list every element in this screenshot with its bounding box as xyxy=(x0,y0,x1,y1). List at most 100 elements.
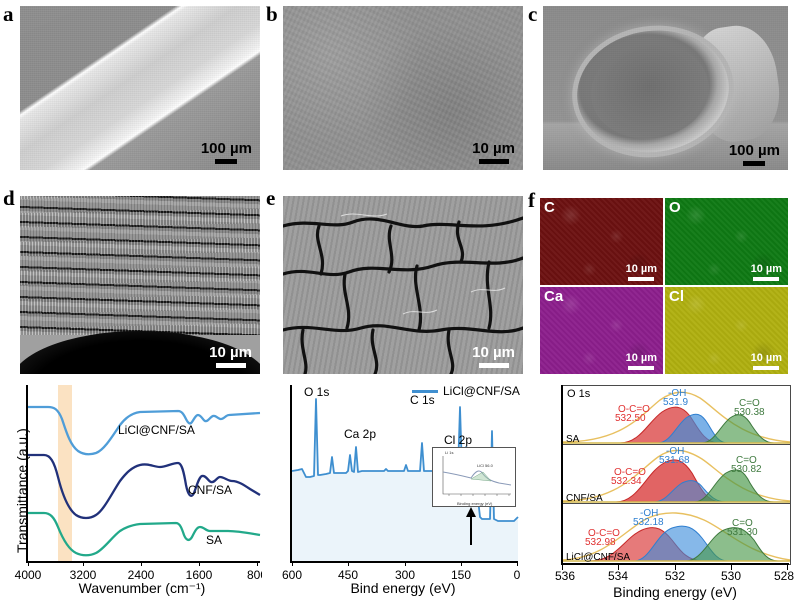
panel-g-xtick: 2400 xyxy=(127,568,155,582)
layered-cross-section xyxy=(20,196,260,374)
scalebar-eds-Cl-text: 10 µm xyxy=(750,352,782,364)
scalebar-e-text: 10 µm xyxy=(472,344,515,361)
eds-element-label: Ca xyxy=(544,288,564,305)
scalebar-a: 100 µm xyxy=(201,140,252,164)
panel-f-eds-maps: C 10 µm O 10 µm Ca 10 µm Cl xyxy=(540,198,788,374)
scalebar-d-line xyxy=(215,363,246,368)
panel-i-xtick: 536 xyxy=(554,569,576,583)
panel-i-sa-curves xyxy=(562,391,790,444)
map-texture xyxy=(540,287,663,374)
scalebar-eds-C-line xyxy=(628,277,655,281)
panel-label-f: f xyxy=(528,188,535,212)
panel-g-x-axis-title: Wavenumber (cm⁻¹) xyxy=(78,580,206,596)
scalebar-eds-Ca: 10 µm xyxy=(626,352,657,370)
panel-i-xtick: 532 xyxy=(664,569,686,583)
panel-i-liclcnfsa-label-oh: -OH xyxy=(640,508,659,519)
panel-g-axes: 4000 3200 2400 1600 800 LiCl@CNF/SA CNF/… xyxy=(15,385,267,582)
panel-g-series-label-cnf: CNF/SA xyxy=(188,483,233,497)
scalebar-eds-Ca-line xyxy=(628,366,655,370)
panel-b-sem-image: 10 µm xyxy=(283,6,523,170)
panel-g-xtick: 4000 xyxy=(14,568,42,582)
panel-i-cnfsa-label-co: C=O xyxy=(736,455,757,466)
panel-i-x-axis-line xyxy=(561,563,789,565)
panel-i-sample-label-sa: SA xyxy=(566,434,580,445)
panel-g-series-label-sa: SA xyxy=(206,533,223,547)
panel-h-legend: LiCl@CNF/SA xyxy=(412,384,520,398)
panel-e-sem-image: 10 µm xyxy=(283,196,523,374)
panel-h-xtick: 300 xyxy=(394,568,416,582)
panel-label-e: e xyxy=(266,186,276,210)
panel-h-xtick: 600 xyxy=(281,568,303,582)
panel-g-highlight-band xyxy=(58,385,72,561)
scalebar-a-line xyxy=(215,159,238,164)
inset-x-axis-title: Binding energy (eV) xyxy=(457,501,493,506)
panel-i-o1s-chart: Intensity (a.u.) O 1s O-C=O 532.50 -OH 5… xyxy=(525,381,794,603)
tube-cross-section xyxy=(543,6,788,170)
inset-pointer-arrow xyxy=(466,507,476,545)
scalebar-c-line xyxy=(743,161,766,166)
panel-i-liclcnfsa-curves xyxy=(562,512,790,562)
panel-label-a: a xyxy=(3,2,14,26)
panel-i-sa-label-co: C=O xyxy=(739,398,760,409)
scalebar-eds-O: 10 µm xyxy=(751,263,782,281)
panel-i-cnfsa-curves xyxy=(562,449,790,503)
panel-i-cnfsa-value-co: 530.82 xyxy=(731,464,762,475)
panel-i-subplot-liclcnfsa: O-C=O 532.98 -OH 532.18 C=O 531.30 LiCl@… xyxy=(561,503,791,565)
eds-map-C: C 10 µm xyxy=(540,198,663,285)
scalebar-eds-Cl-line xyxy=(753,366,780,370)
panel-i-sample-label-liclcnfsa: LiCl@CNF/SA xyxy=(566,552,631,563)
panel-i-liclcnfsa-value-oh: 532.18 xyxy=(633,517,664,528)
map-texture xyxy=(540,198,663,285)
map-texture xyxy=(665,198,788,285)
crack-network xyxy=(283,213,523,374)
panel-h-spectrum xyxy=(291,398,519,561)
inset-peak-label: LiCl 56.0 xyxy=(477,463,493,468)
panel-i-cnfsa-label-oh: -OH xyxy=(666,446,685,457)
inset-title: Li 1s xyxy=(445,450,454,455)
panel-i-sa-label-occo: O-C=O xyxy=(618,404,650,415)
scalebar-e-line xyxy=(478,363,509,368)
scalebar-d-text: 10 µm xyxy=(209,344,252,361)
cracked-surface xyxy=(283,196,523,374)
panel-h-xps-survey-chart: Intensity (a.u.) 600 450 300 150 0 O 1s … xyxy=(262,381,555,603)
scalebar-eds-O-text: 10 µm xyxy=(750,263,782,275)
noise-overlay xyxy=(20,6,260,170)
inset-curve xyxy=(442,456,512,496)
panel-a-sem-image: 100 µm xyxy=(20,6,260,170)
panel-i-subplot-cnfsa: O-C=O 532.34 -OH 531.68 C=O 530.82 CNF/S… xyxy=(561,444,791,506)
panel-h-peak-label-cl2p: Cl 2p xyxy=(444,433,473,447)
legend-label: LiCl@CNF/SA xyxy=(443,384,520,398)
panel-g-xtick: 3200 xyxy=(69,568,97,582)
panel-label-c: c xyxy=(528,2,538,26)
scalebar-b-line xyxy=(478,159,509,164)
scalebar-eds-C-text: 10 µm xyxy=(625,263,657,275)
panel-i-cnfsa-label-occo: O-C=O xyxy=(614,467,646,478)
panel-h-peak-label-c1s: C 1s xyxy=(410,393,435,407)
panel-h-inset-li1s: Li 1s LiCl 56.0 Binding energy (eV) xyxy=(432,447,516,507)
panel-c-sem-image: 100 µm xyxy=(543,6,788,170)
panel-i-liclcnfsa-value-occo: 532.98 xyxy=(585,537,616,548)
panel-h-xtick: 150 xyxy=(450,568,472,582)
panel-i-sa-label-oh: -OH xyxy=(668,388,687,399)
scalebar-eds-O-line xyxy=(753,277,780,281)
panel-label-b: b xyxy=(266,2,278,26)
scalebar-b: 10 µm xyxy=(472,140,515,164)
legend-line-swatch xyxy=(412,389,438,393)
scalebar-eds-Cl: 10 µm xyxy=(751,352,782,370)
panel-h-x-axis-title: Bind energy (eV) xyxy=(350,580,456,596)
panel-h-peak-label-ca2p: Ca 2p xyxy=(344,427,377,441)
panel-i-liclcnfsa-value-co: 531.30 xyxy=(727,527,758,538)
panel-i-title-o1s: O 1s xyxy=(567,388,591,400)
scalebar-c: 100 µm xyxy=(729,142,780,166)
map-texture xyxy=(665,287,788,374)
panel-i-liclcnfsa-label-occo: O-C=O xyxy=(588,528,620,539)
eds-map-O: O 10 µm xyxy=(665,198,788,285)
panel-h-peak-label-o1s: O 1s xyxy=(304,385,330,399)
panel-i-liclcnfsa-label-co: C=O xyxy=(732,518,753,529)
panel-i-xtick: 530 xyxy=(720,569,742,583)
scalebar-eds-C: 10 µm xyxy=(626,263,657,281)
panel-g-series-label-licl: LiCl@CNF/SA xyxy=(118,423,195,437)
panel-i-y-axis-line xyxy=(561,385,563,563)
panel-i-cnfsa-value-oh: 531.68 xyxy=(659,455,690,466)
panel-i-sample-label-cnfsa: CNF/SA xyxy=(566,493,603,504)
